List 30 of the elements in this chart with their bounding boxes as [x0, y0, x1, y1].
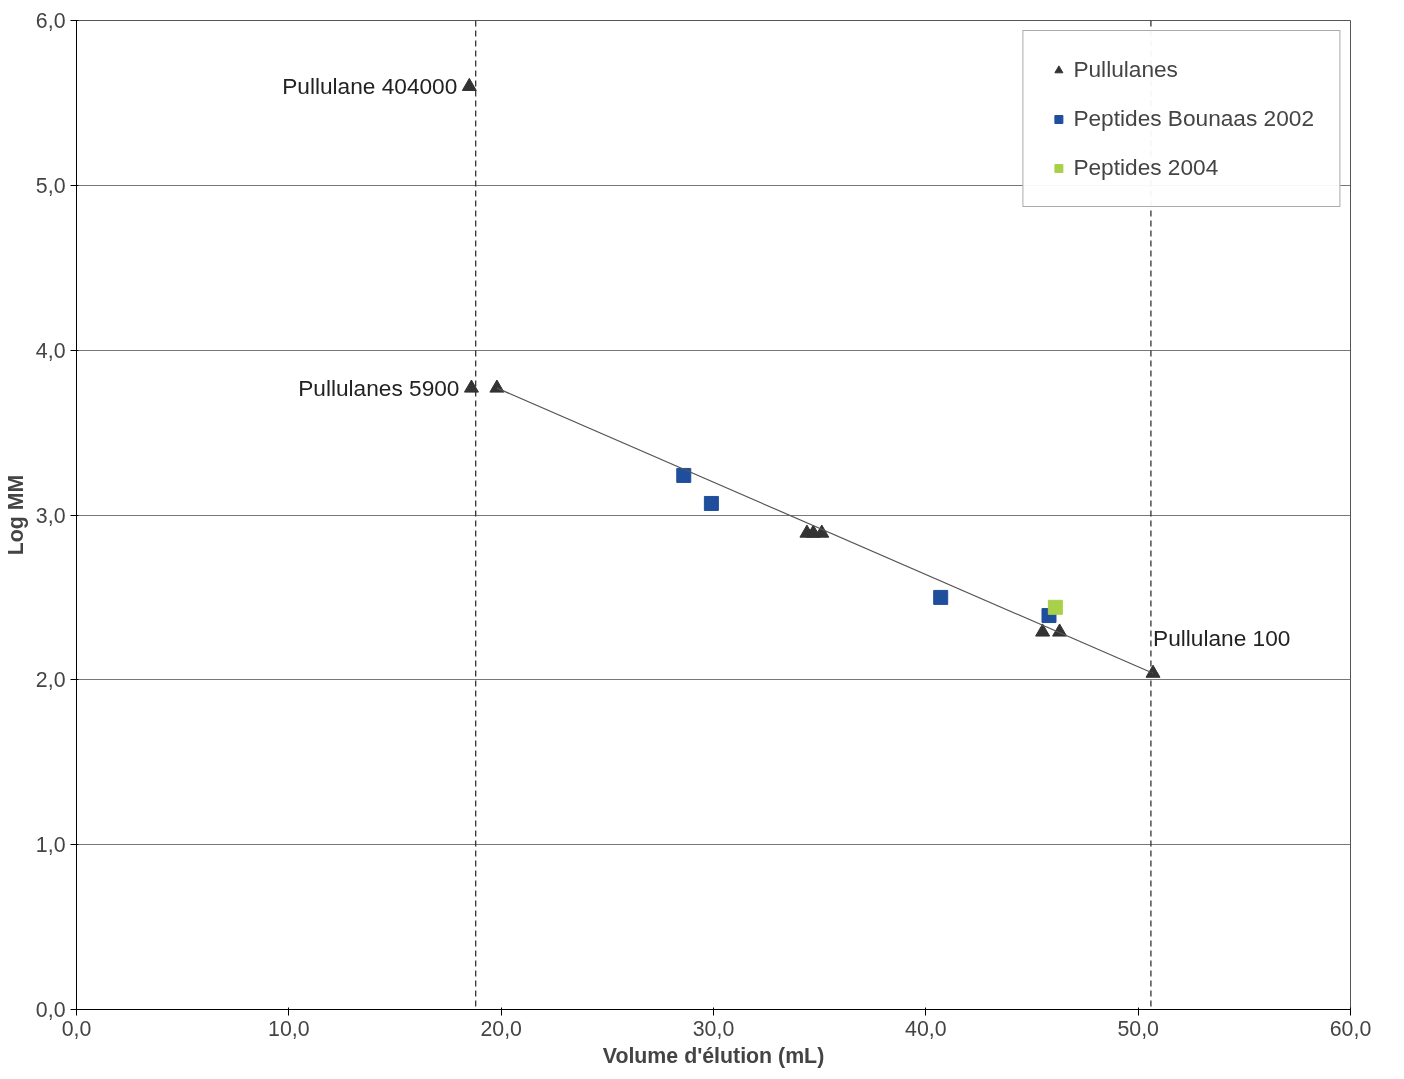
legend-label: Peptides 2004 [1073, 154, 1219, 181]
point [1047, 599, 1063, 615]
x-tick-label: 60,0 [1329, 1016, 1372, 1041]
y-axis-title: Log MM [3, 474, 28, 556]
point [1145, 664, 1161, 678]
y-tick-label: 6,0 [35, 9, 66, 33]
point [676, 467, 692, 483]
point [703, 495, 719, 511]
point [461, 77, 477, 91]
annotation: Pullulane 404000 [282, 73, 458, 100]
x-tick-label: 40,0 [905, 1016, 947, 1041]
y-tick-label: 5,0 [35, 173, 66, 198]
y-tick-label: 2,0 [35, 668, 66, 693]
point [933, 589, 949, 605]
legend-label: Peptides Bounaas 2002 [1073, 105, 1314, 132]
y-tick-label: 1,0 [35, 833, 66, 858]
x-tick-label: 30,0 [692, 1016, 735, 1041]
annotation: Pullulanes 5900 [298, 375, 460, 402]
x-tick-label: 50,0 [1117, 1016, 1160, 1041]
point [814, 524, 830, 538]
legend-label: Pullulanes [1073, 56, 1178, 83]
x-axis-title: Volume d'élution (mL) [602, 1043, 825, 1068]
y-tick-label: 4,0 [35, 338, 66, 363]
point [463, 379, 479, 393]
y-tick-label: 3,0 [35, 503, 66, 528]
x-tick-label: 10,0 [268, 1016, 310, 1041]
point [489, 379, 505, 393]
point [1035, 623, 1051, 637]
x-tick-label: 20,0 [480, 1016, 523, 1041]
annotation: Pullulane 100 [1153, 625, 1291, 652]
